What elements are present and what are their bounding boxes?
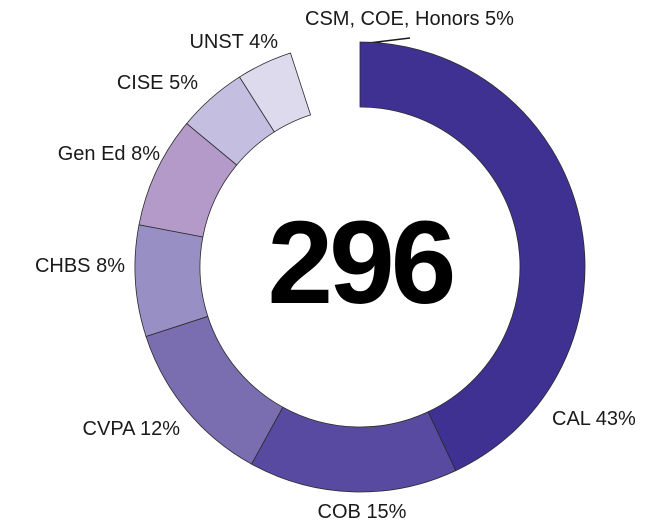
slice-label: CAL 43% (552, 408, 636, 430)
slice-value: 43% (596, 408, 636, 430)
slice-category: CAL (552, 408, 591, 430)
slice-category: CSM, COE, Honors (305, 8, 479, 30)
donut-slice (238, 52, 312, 133)
slice-label: CVPA 12% (83, 418, 181, 440)
donut-slice (290, 42, 360, 115)
center-total: 296 (268, 197, 453, 329)
slice-value: 5% (169, 72, 198, 94)
donut-slice (251, 406, 457, 493)
slice-label: CISE 5% (117, 72, 198, 94)
slice-value: 8% (96, 255, 125, 277)
slice-category: Gen Ed (58, 143, 126, 165)
slice-value: 4% (249, 31, 278, 53)
donut-slice (145, 315, 284, 465)
slice-category: UNST (189, 31, 243, 53)
slice-label: Gen Ed 8% (58, 143, 161, 165)
slice-label: UNST 4% (189, 31, 278, 53)
slice-category: CISE (117, 72, 164, 94)
slice-label: CHBS 8% (35, 255, 125, 277)
donut-slice (134, 224, 209, 338)
slice-category: CVPA (83, 418, 137, 440)
donut-slice (186, 76, 275, 166)
slice-value: 5% (485, 8, 514, 30)
slice-label: COB 15% (318, 501, 407, 523)
slice-category: COB (318, 501, 361, 523)
slice-label: CSM, COE, Honors 5% (305, 8, 514, 30)
donut-slice (359, 41, 586, 472)
slice-value: 8% (131, 143, 160, 165)
donut-slice (138, 123, 238, 238)
slice-category: CHBS (35, 255, 91, 277)
slice-value: 15% (366, 501, 406, 523)
slice-value: 12% (140, 418, 180, 440)
